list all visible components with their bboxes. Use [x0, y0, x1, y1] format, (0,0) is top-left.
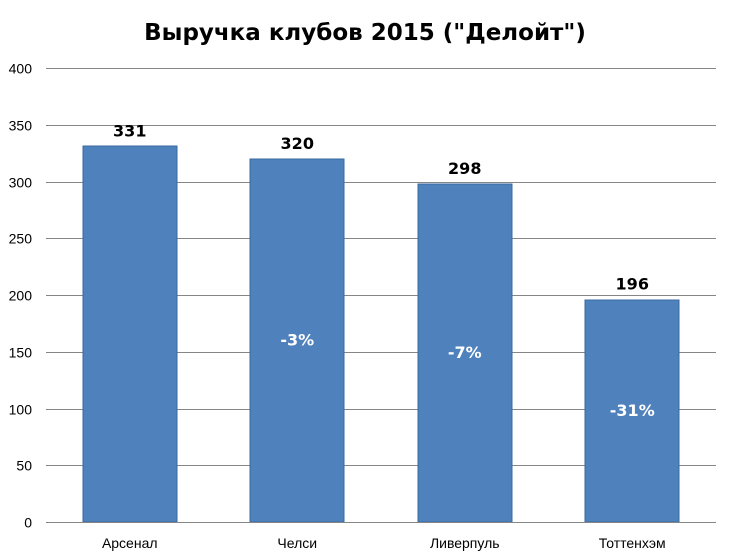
y-tick-label: 150 [9, 345, 33, 361]
y-tick-label: 400 [9, 61, 33, 77]
x-category-label: Арсенал [102, 535, 158, 551]
y-tick-label: 0 [24, 515, 32, 531]
x-category-label: Ливерпуль [430, 535, 500, 551]
data-labels: 331 320 -3% 298 -7% 196 -31% [113, 121, 655, 419]
y-tick-label: 250 [9, 231, 33, 247]
value-label: 331 [113, 121, 146, 140]
value-label: 196 [616, 275, 649, 294]
bar-1 [82, 145, 178, 523]
change-label: -7% [448, 343, 482, 362]
x-axis-categories: Арсенал Челси Ливерпуль Тоттенхэм [102, 535, 666, 551]
x-category-label: Челси [277, 535, 317, 551]
chart-title: Выручка клубов 2015 ("Делойт") [144, 20, 586, 46]
value-label: 298 [448, 159, 481, 178]
y-tick-label: 50 [16, 458, 32, 474]
y-tick-label: 350 [9, 118, 33, 134]
bar-4 [584, 299, 680, 523]
y-tick-label: 200 [9, 288, 33, 304]
change-label: -31% [610, 401, 655, 420]
y-tick-label: 300 [9, 175, 33, 191]
y-axis-ticks: 0 50 100 150 200 250 300 350 400 [9, 61, 33, 531]
bar-2 [249, 158, 345, 523]
value-label: 320 [281, 134, 314, 153]
change-label: -3% [280, 330, 314, 349]
y-tick-label: 100 [9, 402, 33, 418]
x-category-label: Тоттенхэм [599, 535, 666, 551]
bar-3 [417, 183, 513, 523]
bars [82, 145, 680, 523]
